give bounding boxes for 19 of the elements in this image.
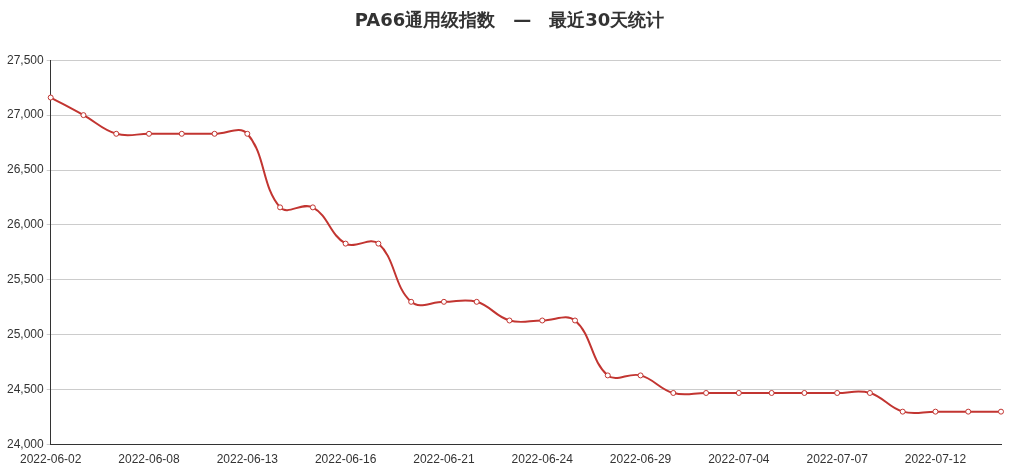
x-tick-label: 2022-06-21 <box>413 452 475 467</box>
x-tick-label: 2022-06-02 <box>20 452 82 467</box>
y-tick-label: 27,000 <box>7 107 45 122</box>
x-tick-label: 2022-07-12 <box>904 452 967 467</box>
y-tick-label: 25,000 <box>7 327 45 342</box>
x-tick-label: 2022-06-08 <box>118 452 181 467</box>
x-tick-label: 2022-07-04 <box>708 452 770 467</box>
y-tick-label: 27,500 <box>7 52 45 67</box>
y-tick-label: 24,500 <box>7 382 45 396</box>
y-tick-label: 26,500 <box>7 162 45 177</box>
x-tick-label: 2022-06-13 <box>216 452 279 467</box>
x-tick-label: 2022-06-24 <box>511 452 574 467</box>
x-tick-label: 2022-07-07 <box>806 452 869 467</box>
x-tick-label: 2022-06-29 <box>609 452 672 467</box>
y-tick-label: 24,000 <box>7 436 45 451</box>
chart-title: PA66通用级指数 — 最近30天统计 <box>353 8 666 32</box>
y-tick-label: 26,000 <box>7 217 45 232</box>
y-tick-label: 25,500 <box>7 272 45 287</box>
x-tick-label: 2022-06-16 <box>314 452 377 467</box>
